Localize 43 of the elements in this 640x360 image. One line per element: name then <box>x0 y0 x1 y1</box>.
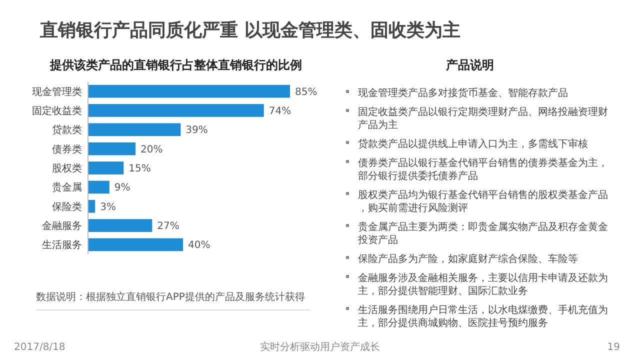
y-tick-label: 现金管理类 <box>32 86 82 98</box>
text: 贷款类产品以提供线上申请入口为主，多需线下审核 <box>358 138 588 150</box>
text: 债券类产品以银行基金代销平台销售的债券类基金为主，部分银行提供委托债券产品 <box>358 157 608 182</box>
y-tick-label: 贵金属 <box>52 182 82 194</box>
data-label: 20% <box>140 144 163 156</box>
chart-subtitle: 提供该类产品的直销银行占整体直销银行的比例 <box>49 58 302 72</box>
text: 生活服务围绕用户日常生活，以水电煤缴费、手机充值为主，部分提供商城购物、医院挂号预约服务 <box>358 304 608 329</box>
data-label: 27% <box>157 221 180 232</box>
bar <box>88 180 110 194</box>
text: 实时分析驱动用户资产成长 <box>260 341 380 353</box>
data-label: 74% <box>268 106 292 117</box>
bar <box>88 123 181 136</box>
data-label: 40% <box>188 240 210 252</box>
text: 产品说明 <box>445 58 494 72</box>
text: 19 <box>607 342 620 353</box>
bar <box>88 104 264 117</box>
text: 股权类产品均为银行基金代销平台销售的股权类基金产品，购买前需进行风险测评 <box>358 189 608 214</box>
y-tick-label: 金融服务 <box>42 220 82 232</box>
text: 金融服务涉及金融相关服务，主要以信用卡申请及还款为主，部分提供智能理财、国际汇款业务 <box>358 272 608 297</box>
y-tick-label: 保险类 <box>52 200 82 213</box>
y-tick-label: 贷款类 <box>52 124 82 136</box>
bar <box>88 238 184 252</box>
data-label: 85% <box>295 86 318 98</box>
y-tick-label: 固定收益类 <box>32 104 82 117</box>
data-label: 39% <box>186 125 208 136</box>
text: 数据说明：根据独立直销银行APP提供的产品及服务统计获得 <box>36 291 305 303</box>
bar <box>88 219 152 232</box>
data-label: 15% <box>128 164 151 174</box>
data-label: 3% <box>100 202 116 213</box>
text: 保险产品多为产险，如家庭财产综合保险、车险等 <box>358 253 578 265</box>
bar <box>88 84 290 98</box>
y-tick-label: 生活服务 <box>42 239 82 252</box>
bar <box>88 200 96 213</box>
text: 2017/8/18 <box>14 342 66 353</box>
bar <box>88 162 124 174</box>
text: 固定收益类产品以银行定期类理财产品、网络投融资理财产品为主 <box>358 106 608 131</box>
data-label: 9% <box>114 182 130 194</box>
chart-title: 直销银行产品同质化严重 以现金管理类、固收类为主 <box>39 20 460 41</box>
text: 贵金属产品主要为两类：即贵金属实物产品及积存金黄金投资产品 <box>357 221 608 246</box>
text: 现金管理类产品多对接货币基金、智能存款产品 <box>358 87 568 99</box>
bar <box>88 142 136 156</box>
y-tick-label: 债券类 <box>52 143 82 156</box>
y-tick-label: 股权类 <box>52 162 82 174</box>
